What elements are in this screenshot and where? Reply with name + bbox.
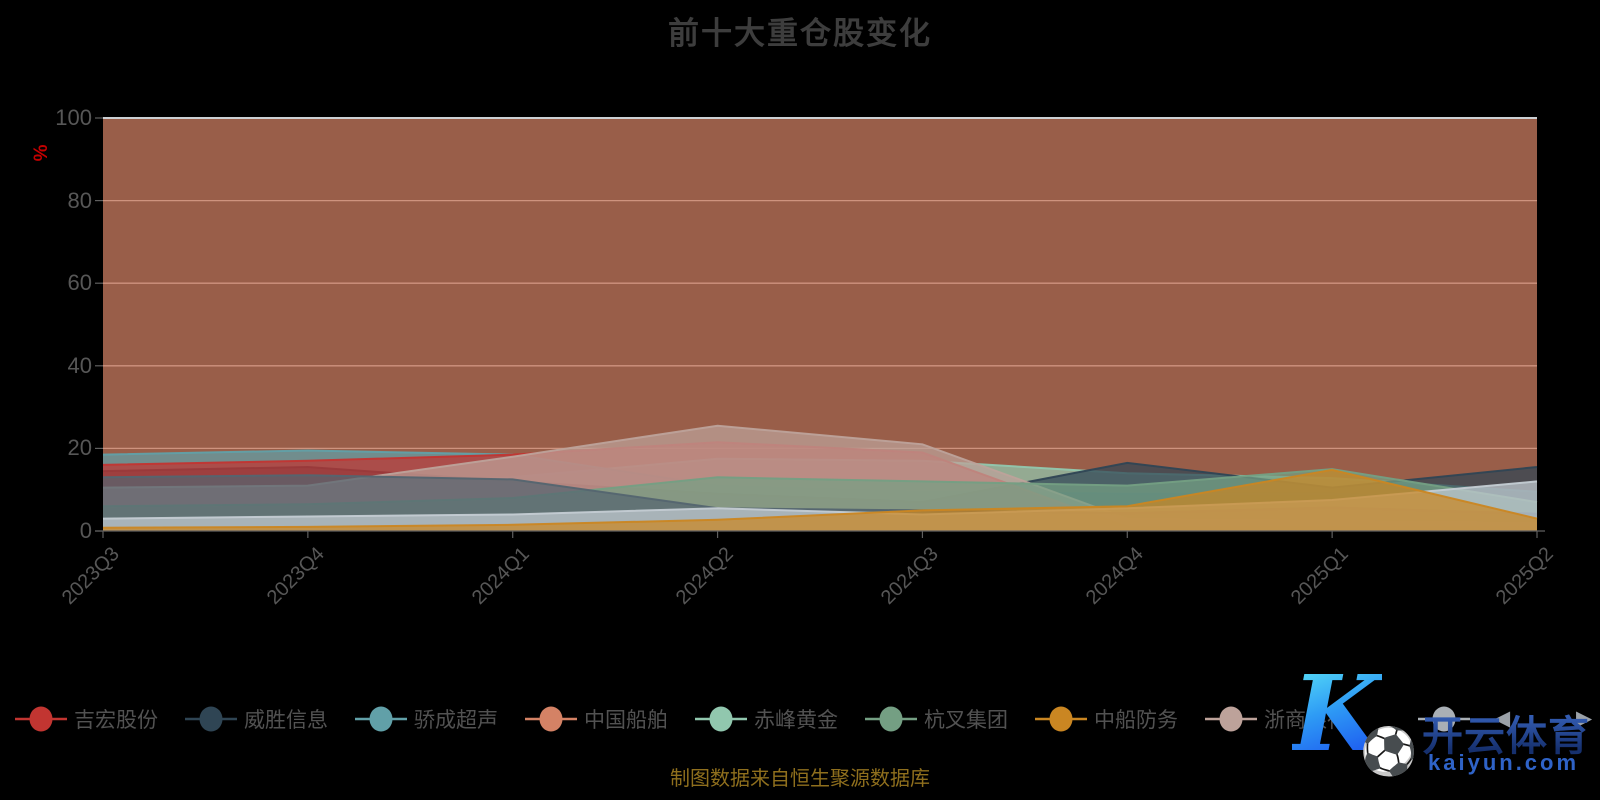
line-series [102,468,1538,529]
watermark-k-logo: K [1292,652,1383,775]
legend-item-label: 中国船舶 [584,709,668,732]
y-axis-tick-label: 60 [67,270,92,296]
legend-item-中国船舶[interactable]: 中国船舶 [525,705,668,733]
y-axis-tick-label: 40 [67,352,92,378]
legend-item-赤峰黄金[interactable]: 赤峰黄金 [695,705,838,733]
legend-item-label: 杭叉集团 [924,709,1008,732]
legend-line-circle-icon [1035,706,1087,732]
legend-line-circle-icon [185,706,237,732]
legend-item-label: 浙商银行 [1264,704,1348,734]
legend-line-circle-icon [15,706,67,732]
legend-line-circle-icon [1418,706,1470,732]
legend-next-arrow-icon[interactable]: ▶ [1576,706,1592,731]
y-axis-tick-label: 20 [67,435,92,461]
y-axis-tick-label: 100 [55,105,92,130]
legend-item-label: 威胜信息 [244,709,328,732]
area-series [103,118,1537,531]
watermark-domain-text: kaiyun.com [1428,750,1580,775]
legend-item-中船防务[interactable]: 中船防务 [1035,705,1178,733]
legend-line-circle-icon [355,706,407,732]
legend-item-浙商银行[interactable]: 浙商银行 [1205,705,1348,733]
soccer-ball-icon: ⚽ [1360,725,1418,777]
legend-item-骄成超声[interactable]: 骄成超声 [355,705,498,733]
y-axis-tick-label: 80 [67,187,92,213]
legend-line-circle-icon [525,706,577,732]
watermark: K ⚽ 开云体育 kaiyun.com [1292,662,1600,788]
legend-line-circle-icon [1205,706,1257,732]
legend-line-circle-icon [695,706,747,732]
legend-line-circle-icon [865,706,917,732]
legend-item-吉宏股份[interactable]: 吉宏股份 [15,705,158,733]
legend-item-威胜信息[interactable]: 威胜信息 [185,705,328,733]
legend-prev-arrow-icon[interactable]: ◀ [1494,706,1510,731]
legend-item-label: 吉宏股份 [74,709,158,732]
legend-item[interactable] [1418,705,1470,733]
y-axis-unit-label: % [28,144,50,162]
page-title: 前十大重仓股变化 [668,16,932,51]
area-series [103,469,1537,531]
legend-item-label: 骄成超声 [414,709,498,732]
legend-item-杭叉集团[interactable]: 杭叉集团 [865,705,1008,733]
legend-item-label: 赤峰黄金 [754,709,838,732]
footer-source-note: 制图数据来自恒生聚源数据库 [670,768,930,790]
legend-item-label: 中船防务 [1094,709,1178,732]
y-axis-tick-label: 0 [79,518,92,543]
watermark-brand-text: 开云体育 [1422,702,1590,762]
